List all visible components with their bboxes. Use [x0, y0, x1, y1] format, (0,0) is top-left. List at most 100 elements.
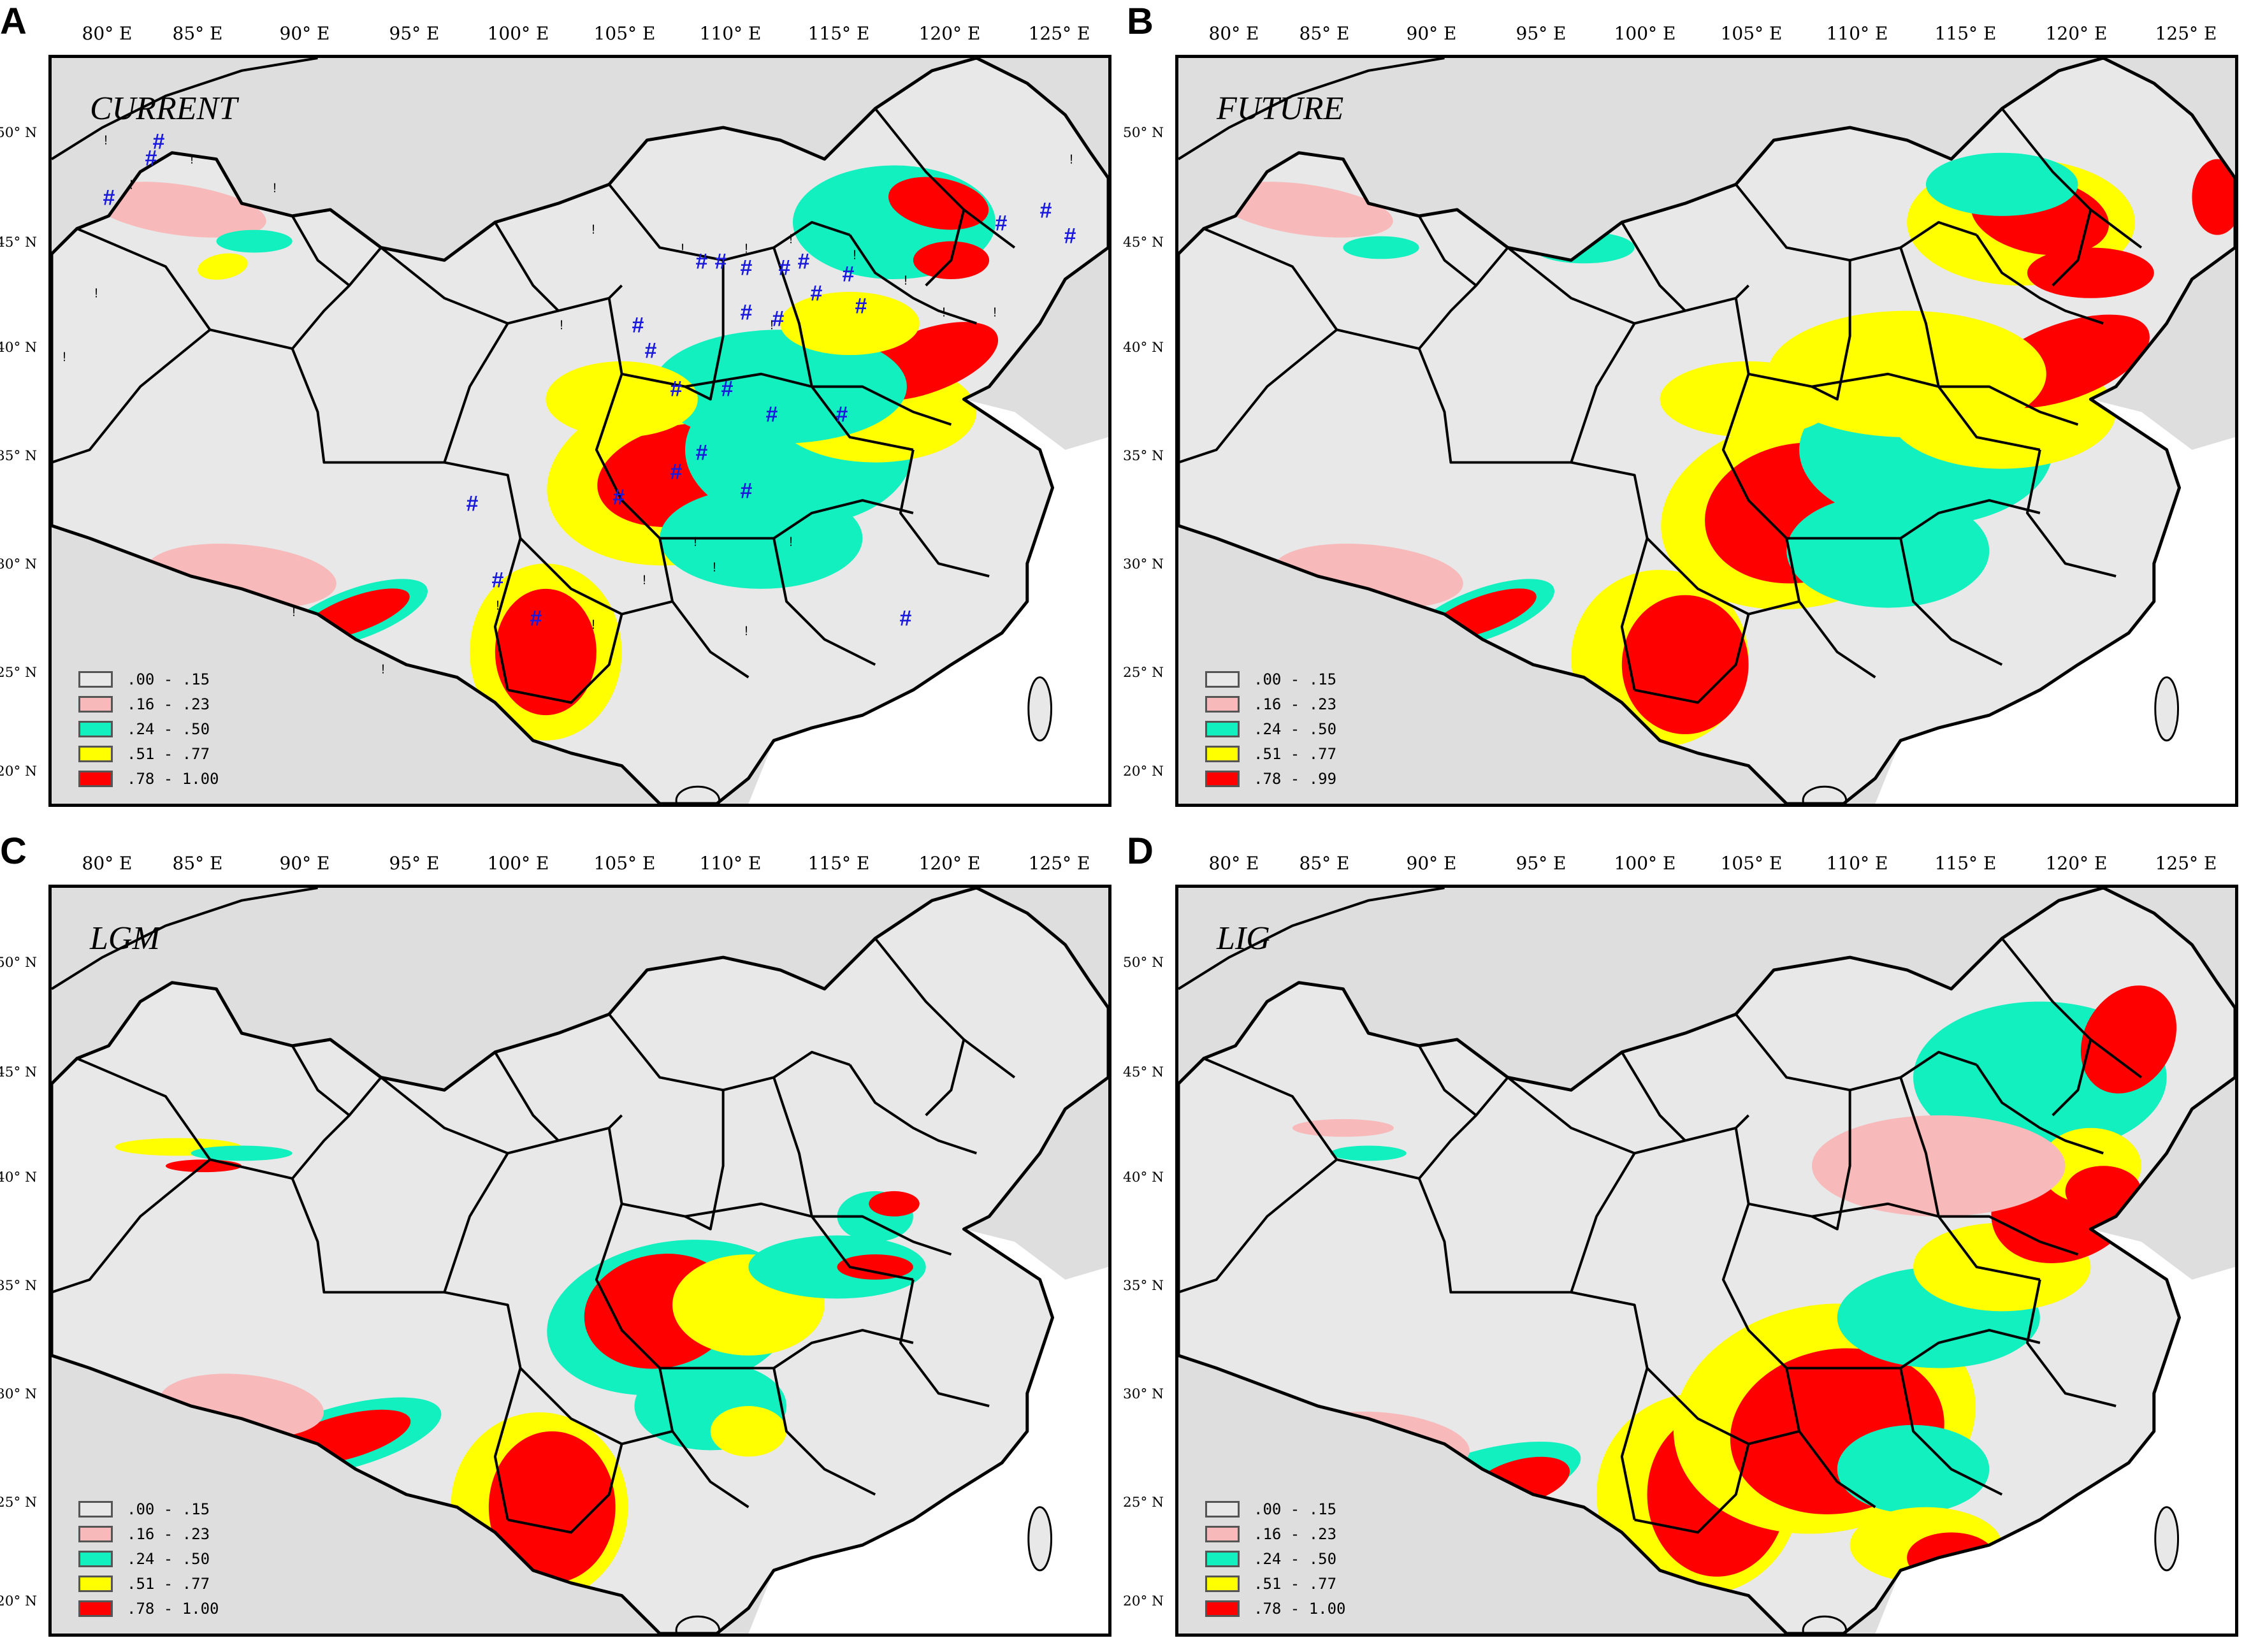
legend-swatch	[78, 695, 113, 713]
suitability-patch	[1812, 1115, 2066, 1217]
legend-swatch	[78, 1600, 113, 1617]
longitude-label: 115° E	[807, 853, 870, 874]
latitude-label: 45° N	[0, 1064, 38, 1080]
legend-entry: .51 - .77	[1205, 1571, 1346, 1596]
province-border	[848, 234, 977, 325]
suitability-patch	[1767, 310, 2046, 437]
legend-swatch	[1205, 670, 1240, 688]
suitability-patch	[1621, 595, 1749, 734]
record-marker: !	[853, 248, 857, 263]
province-border	[2025, 1279, 2117, 1407]
legend-entry: .00 - .15	[78, 667, 219, 692]
legend-swatch	[1205, 720, 1240, 737]
province-border	[848, 1064, 977, 1155]
province-border	[1811, 1090, 1851, 1231]
province-border	[1646, 537, 1800, 616]
province-border	[2001, 108, 2143, 249]
province-border	[899, 449, 990, 577]
province-border	[1178, 1158, 1338, 1294]
country-border	[52, 58, 318, 161]
province-border	[1507, 1076, 1635, 1155]
panel-letter: B	[1127, 1, 1154, 42]
panel-letter: C	[0, 830, 27, 872]
panel-lgm: C LGM .00 - .15 .16 - .23 .24 - .50 .51 - .7…	[0, 830, 1115, 1652]
occurrence-marker: #	[644, 338, 657, 363]
latitude-label: 20° N	[1123, 1593, 1164, 1609]
province-border	[811, 385, 952, 426]
province-border	[52, 1158, 211, 1294]
suitability-patch	[495, 588, 597, 716]
legend-label: .51 - .77	[1254, 1574, 1337, 1593]
suitability-patch	[216, 229, 293, 253]
suitability-patch	[1217, 182, 1393, 238]
suitability-patch	[1660, 361, 1837, 437]
legend-label: .00 - .15	[127, 670, 210, 688]
legend-swatch	[1205, 1600, 1240, 1617]
occurrence-marker: #	[466, 491, 479, 516]
record-marker: !	[770, 318, 774, 333]
legend-swatch	[1205, 770, 1240, 787]
latitude-label: 45° N	[1123, 234, 1164, 250]
legend-label: .00 - .15	[127, 1500, 210, 1518]
latitude-label: 50° N	[0, 124, 38, 141]
latitude-label: 50° N	[1123, 124, 1164, 141]
scenario-title: CURRENT	[90, 91, 238, 127]
province-border	[494, 221, 560, 312]
record-marker: !	[190, 152, 194, 167]
longitude-label: 120° E	[918, 853, 981, 874]
record-marker: !	[693, 535, 697, 549]
suitability-patch	[1925, 152, 2078, 216]
occurrence-marker: #	[772, 307, 785, 331]
suitability-patch	[1786, 494, 1990, 608]
sea-area	[1875, 399, 2235, 804]
longitude-label: 110° E	[699, 23, 762, 44]
latitude-label: 45° N	[0, 234, 38, 250]
record-marker: !	[292, 605, 296, 620]
map-frame: FUTURE .00 - .15 .16 - .23 .24 - .50 .51 - .…	[1175, 55, 2238, 807]
record-marker: !	[681, 242, 684, 256]
longitude-label: 80° E	[82, 853, 133, 874]
province-border	[291, 348, 522, 690]
legend-label: .78 - 1.00	[1254, 1599, 1346, 1618]
taiwan-island	[2154, 1506, 2180, 1572]
legend: .00 - .15 .16 - .23 .24 - .50 .51 - .77 .78 …	[1205, 1496, 1346, 1621]
province-border	[660, 499, 914, 540]
province-border	[621, 1202, 813, 1218]
occurrence-marker: #	[714, 249, 727, 274]
map-frame: LGM .00 - .15 .16 - .23 .24 - .50 .51 - .77.…	[48, 885, 1111, 1637]
legend-label: .51 - .77	[1254, 744, 1337, 763]
national-border	[52, 58, 1108, 804]
longitude-label: 80° E	[1208, 853, 1259, 874]
record-marker: !	[642, 573, 646, 588]
legend-label: .78 - .99	[1254, 769, 1337, 788]
legend: .00 - .15 .16 - .23 .24 - .50 .51 - .77 .78 …	[78, 1496, 219, 1621]
longitude-label: 95° E	[1516, 23, 1567, 44]
province-border	[1507, 246, 1635, 325]
province-border	[52, 328, 211, 464]
legend-entry: .16 - .23	[78, 692, 219, 716]
legend-entry: .24 - .50	[1205, 1546, 1346, 1571]
legend-entry: .51 - .77	[1205, 741, 1336, 766]
legend-entry: .00 - .15	[78, 1496, 219, 1521]
latitude-label: 50° N	[0, 954, 38, 971]
latitude-label: 40° N	[0, 1169, 38, 1185]
province-border	[899, 1279, 990, 1407]
province-border	[1417, 1045, 1477, 1117]
record-marker: !	[94, 286, 98, 301]
longitude-label: 85° E	[1299, 853, 1350, 874]
legend-entry: .00 - .15	[1205, 667, 1336, 692]
occurrence-marker: #	[721, 377, 734, 402]
legend-entry: .16 - .23	[78, 1521, 219, 1546]
legend-entry: .78 - 1.00	[1205, 1596, 1346, 1621]
longitude-label: 90° E	[279, 853, 330, 874]
province-border	[1899, 1368, 2003, 1496]
occurrence-marker: #	[1064, 224, 1076, 249]
province-border	[1938, 385, 2079, 426]
longitude-label: 85° E	[1299, 23, 1350, 44]
legend-entry: .24 - .50	[78, 1546, 219, 1571]
legend-swatch	[78, 670, 113, 688]
occurrence-marker: #	[740, 256, 753, 280]
province-border	[595, 298, 661, 539]
legend-label: .00 - .15	[1254, 670, 1337, 688]
province-border	[291, 215, 351, 287]
